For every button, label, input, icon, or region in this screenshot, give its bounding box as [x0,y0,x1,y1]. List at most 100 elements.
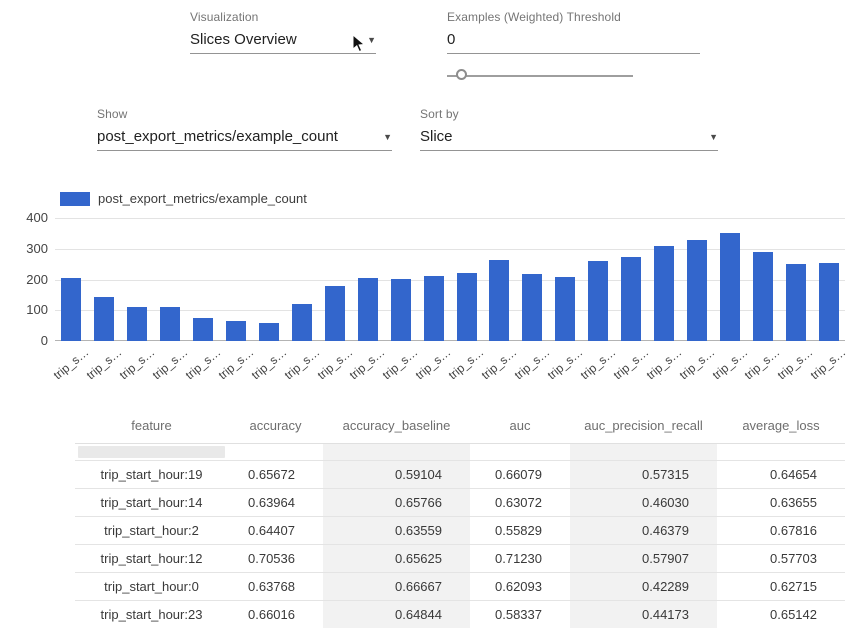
cell-average_loss: 0.62715 [717,571,845,600]
bar[interactable] [686,239,707,341]
bar-slot: trip_s… [446,218,487,382]
bar[interactable] [621,256,642,341]
bar[interactable] [160,307,181,341]
slider-handle[interactable] [456,69,467,80]
bar-slot: trip_s… [610,218,651,382]
bar[interactable] [588,260,609,341]
cell-auc: 0.58337 [470,599,570,628]
bar[interactable] [291,304,312,341]
bar[interactable] [193,317,214,341]
cell-feature: trip_start_hour:14 [75,487,228,516]
x-axis-tick-label: trip_s… [215,345,257,383]
column-header-accuracy_baseline[interactable]: accuracy_baseline [323,409,470,444]
bar-slot: trip_s… [413,218,454,382]
chevron-down-icon[interactable]: ▼ [367,35,376,45]
table-row: trip_start_hour:19 0.65672 0.59104 0.66079 0… [75,459,845,488]
column-header-average_loss[interactable]: average_loss [717,409,845,444]
filter-cell-feature [75,443,228,460]
column-header-auc_precision_recall[interactable]: auc_precision_recall [570,409,717,444]
gridline [55,340,845,341]
bar[interactable] [752,251,773,341]
cell-average_loss: 0.65142 [717,599,845,628]
threshold-slider[interactable] [447,68,633,84]
gridline [55,248,845,250]
cell-accuracy: 0.70536 [228,543,323,572]
bar[interactable] [94,297,115,341]
chart-legend: post_export_metrics/example_count [60,191,307,206]
cell-auc_precision_recall: 0.46379 [570,515,717,544]
bar[interactable] [258,322,279,341]
x-axis-tick-label: trip_s… [544,345,586,383]
legend-label: post_export_metrics/example_count [98,191,307,206]
threshold-value: 0 [447,31,456,48]
bar[interactable] [719,233,740,341]
bar[interactable] [127,306,148,341]
bar-slot: trip_s… [281,218,322,382]
filter-cell-accuracy [228,443,323,460]
slider-track[interactable] [447,75,633,77]
bar[interactable] [489,259,510,341]
threshold-input[interactable]: 0 [447,31,700,54]
bar[interactable] [555,277,576,341]
cell-accuracy_baseline: 0.64844 [323,599,470,628]
bar[interactable] [423,276,444,341]
bar-slot: trip_s… [215,218,256,382]
table-row: trip_start_hour:2 0.64407 0.63559 0.55829 0.… [75,515,845,544]
cell-accuracy_baseline: 0.65625 [323,543,470,572]
cell-accuracy_baseline: 0.59104 [323,459,470,488]
feature-filter-input[interactable] [78,445,225,458]
cell-auc_precision_recall: 0.57315 [570,459,717,488]
table-row: trip_start_hour:14 0.63964 0.65766 0.63072 0… [75,487,845,516]
visualization-value: Slices Overview [190,31,297,48]
bar-chart: trip_s… trip_s… trip_s… trip_s… trip_s… trip_… [0,210,863,405]
table-row: trip_start_hour:23 0.66016 0.64844 0.58337 0… [75,599,845,628]
bar[interactable] [61,277,82,341]
bar[interactable] [324,286,345,341]
bar-slot: trip_s… [643,218,684,382]
bar-slot: trip_s… [742,218,783,382]
cell-average_loss: 0.63655 [717,487,845,516]
cell-feature: trip_start_hour:2 [75,515,228,544]
sort-dropdown[interactable]: Slice ▼ [420,128,718,151]
mouse-cursor-icon [352,33,366,58]
cell-auc: 0.66079 [470,459,570,488]
x-axis-tick-label: trip_s… [83,345,125,383]
x-axis-tick-label: trip_s… [808,345,849,383]
x-axis-tick-label: trip_s… [380,345,421,383]
bar[interactable] [390,279,411,341]
bar[interactable] [226,320,247,341]
bar-slot: trip_s… [314,218,355,382]
show-label: Show [97,107,128,121]
column-header-accuracy[interactable]: accuracy [228,409,323,444]
bar-slot: trip_s… [248,218,289,382]
cell-feature: trip_start_hour:12 [75,543,228,572]
visualization-label: Visualization [190,10,259,24]
chevron-down-icon[interactable]: ▼ [383,132,392,142]
cell-average_loss: 0.67816 [717,515,845,544]
x-axis-tick-label: trip_s… [347,345,388,383]
threshold-label: Examples (Weighted) Threshold [447,10,621,24]
x-axis-tick-label: trip_s… [643,345,685,383]
table-filter-row [75,443,845,460]
gridline [55,310,845,312]
bar[interactable] [654,245,675,341]
cell-auc: 0.63072 [470,487,570,516]
x-axis-tick-label: trip_s… [314,345,355,383]
x-axis-tick-label: trip_s… [281,345,322,383]
sort-control: Sort by Slice ▼ [420,107,718,151]
bar[interactable] [357,277,378,341]
column-header-feature[interactable]: feature [75,409,228,444]
show-dropdown[interactable]: post_export_metrics/example_count ▼ [97,128,392,151]
table-row: trip_start_hour:12 0.70536 0.65625 0.71230 0… [75,543,845,572]
visualization-dropdown[interactable]: Slices Overview ▼ [190,31,376,54]
chevron-down-icon[interactable]: ▼ [709,132,718,142]
bar-slot: trip_s… [775,218,816,382]
bar[interactable] [818,262,839,341]
column-header-auc[interactable]: auc [470,409,570,444]
gridline [55,218,845,219]
bar[interactable] [522,273,543,341]
bar[interactable] [785,263,806,341]
bar-slot: trip_s… [709,218,750,382]
bar[interactable] [456,273,477,341]
x-axis-tick-label: trip_s… [182,345,224,383]
